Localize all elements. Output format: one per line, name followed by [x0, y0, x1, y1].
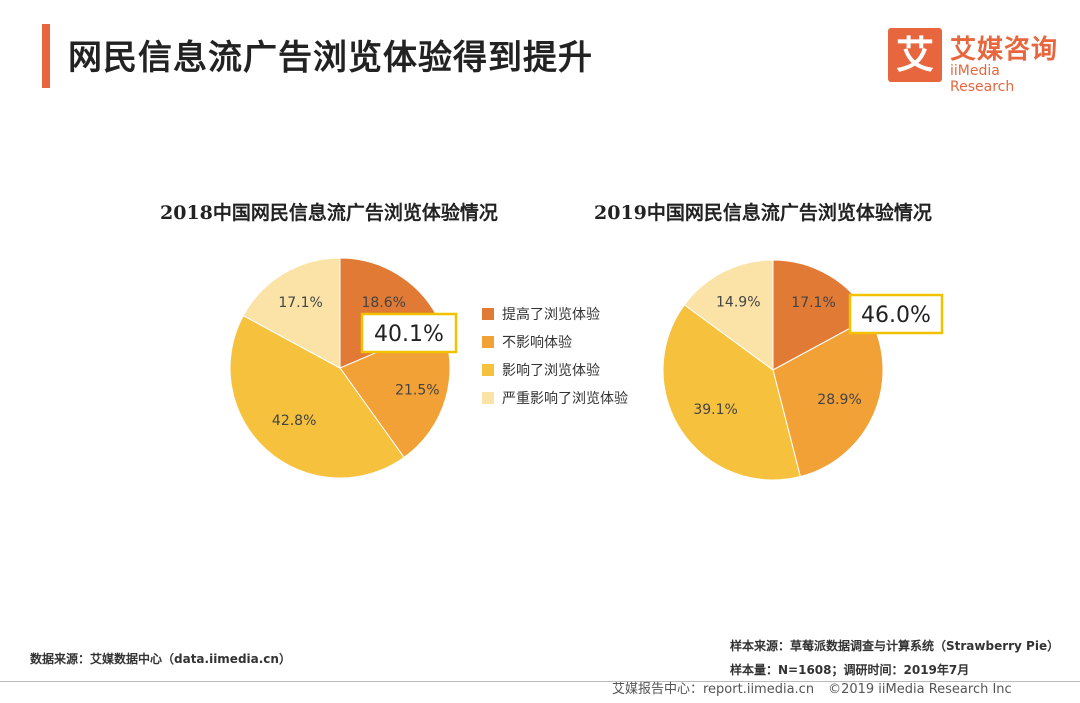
legend-label: 提高了浏览体验: [502, 307, 600, 323]
callout-value: 46.0%: [861, 303, 931, 328]
footer-divider: [0, 681, 1080, 682]
slice-data-label: 14.9%: [716, 294, 760, 310]
legend-label: 影响了浏览体验: [502, 363, 600, 379]
legend-swatch: [482, 392, 494, 404]
slice-data-label: 18.6%: [361, 295, 405, 311]
slice-data-label: 17.1%: [278, 295, 322, 311]
slice-data-label: 17.1%: [791, 295, 835, 311]
chart-2018-title: 2018中国网民信息流广告浏览体验情况: [160, 202, 498, 224]
slice-data-label: 21.5%: [395, 383, 439, 399]
slice-data-label: 28.9%: [817, 392, 861, 408]
chart-legend: 提高了浏览体验 不影响体验 影响了浏览体验 严重影响了浏览体验: [482, 300, 628, 412]
pie-slice: [662, 304, 801, 481]
title-accent-bar: [42, 24, 50, 88]
legend-swatch: [482, 364, 494, 376]
slice-data-label: 42.8%: [272, 413, 316, 429]
page-title: 网民信息流广告浏览体验得到提升: [68, 38, 593, 78]
legend-item: 影响了浏览体验: [482, 356, 628, 384]
data-source-note: 数据来源：艾媒数据中心（data.iimedia.cn）: [30, 652, 291, 666]
pie-slice: [242, 257, 341, 369]
slice-data-label: 39.1%: [693, 402, 737, 418]
brand-logo: 艾 艾媒咨询 iiMedia Research: [888, 28, 1068, 95]
legend-item: 提高了浏览体验: [482, 300, 628, 328]
bottom-credit: 艾媒报告中心：report.iimedia.cn ©2019 iiMedia Re…: [612, 681, 1012, 699]
chart-2019-title: 2019中国网民信息流广告浏览体验情况: [594, 202, 932, 224]
logo-cn-text: 艾媒咨询: [950, 35, 1059, 65]
callout-value: 40.1%: [374, 322, 444, 347]
legend-item: 不影响体验: [482, 328, 628, 356]
report-center-link[interactable]: 艾媒报告中心：report.iimedia.cn: [612, 682, 815, 697]
pie-slice: [683, 259, 774, 371]
legend-swatch: [482, 336, 494, 348]
sample-size-note: 样本量：N=1608；调研时间：2019年7月: [730, 663, 970, 677]
pie-slice: [229, 314, 405, 479]
sample-notes: 样本来源：草莓派数据调查与计算系统（Strawberry Pie） 样本量：N=…: [730, 634, 1059, 682]
copyright-text: ©2019 iiMedia Research Inc: [828, 682, 1012, 697]
sample-source-note: 样本来源：草莓派数据调查与计算系统（Strawberry Pie）: [730, 639, 1060, 653]
logo-en-text: iiMedia Research: [950, 63, 1015, 95]
legend-label: 不影响体验: [502, 335, 572, 351]
legend-item: 严重影响了浏览体验: [482, 384, 628, 412]
legend-label: 严重影响了浏览体验: [502, 391, 628, 407]
callout-box: [360, 312, 458, 354]
pie-slice: [772, 316, 884, 478]
legend-swatch: [482, 308, 494, 320]
callout-box: [848, 293, 944, 335]
logo-mark-icon: 艾: [888, 28, 942, 82]
